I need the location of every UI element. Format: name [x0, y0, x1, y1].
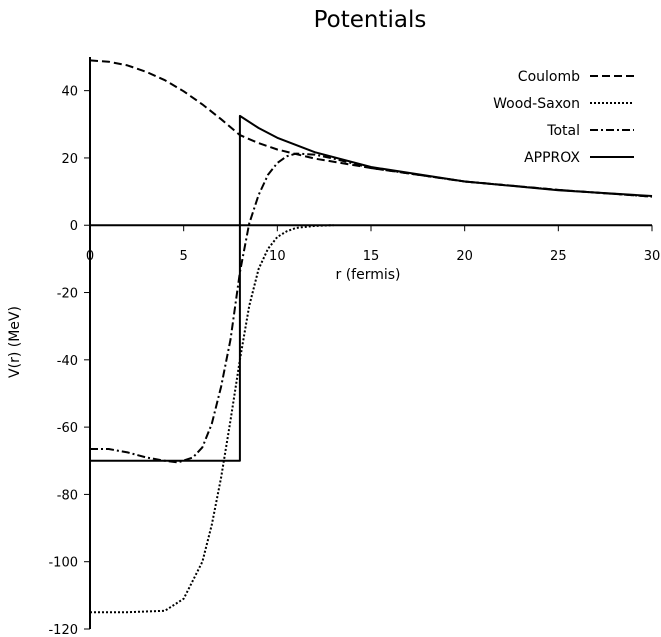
x-tick-label: 5 — [180, 249, 188, 264]
legend-label: APPROX — [524, 150, 580, 166]
chart-title: Potentials — [314, 7, 427, 33]
y-tick-label: -20 — [57, 287, 78, 302]
y-tick-label: -40 — [57, 354, 78, 369]
legend-label: Coulomb — [518, 69, 580, 85]
y-tick-label: -120 — [48, 623, 78, 637]
series-line-total — [90, 152, 653, 464]
legend: Coulomb Wood-Saxon Total APPROX — [493, 69, 634, 166]
x-tick-label: 20 — [456, 249, 473, 264]
x-tick-label: 0 — [86, 249, 94, 264]
y-tick-label: 20 — [61, 152, 78, 167]
axes: 0 5 10 15 20 25 30 -120 -100 -80 -60 -40 -20 0 20 40 — [48, 57, 660, 637]
y-tick-label: -80 — [57, 488, 78, 503]
x-axis-label: r (fermis) — [335, 267, 400, 283]
series-line-approx — [90, 114, 653, 462]
x-tick-label: 30 — [644, 249, 661, 264]
series-group — [89, 59, 653, 614]
x-tick-label: 25 — [550, 249, 567, 264]
legend-label: Total — [546, 123, 580, 139]
y-tick-label: -60 — [57, 421, 78, 436]
x-tick-label: 15 — [363, 249, 380, 264]
y-axis-label: V(r) (MeV) — [7, 306, 23, 378]
x-tick-label: 10 — [269, 249, 286, 264]
y-tick-label: 40 — [61, 85, 78, 100]
y-tick-label: 0 — [70, 219, 78, 234]
y-tick-label: -100 — [48, 556, 78, 571]
series-line-wood-saxon — [90, 224, 334, 614]
legend-label: Wood-Saxon — [493, 96, 580, 112]
